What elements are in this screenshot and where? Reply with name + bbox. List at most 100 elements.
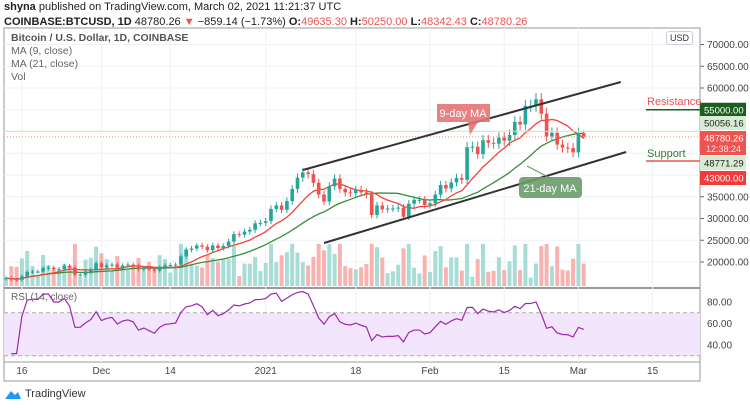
volume-bar [226,259,231,286]
candle-body [449,182,453,189]
countdown-label: 12:38:24 [706,144,741,154]
x-tick-label: Dec [93,366,111,377]
candle-body [189,248,194,250]
candle-body [67,265,72,268]
volume-bar [163,259,167,286]
x-tick-label: 18 [350,366,362,377]
x-tick-label: Mar [570,366,588,377]
volume-bar [4,277,8,286]
volume-bar [528,277,533,286]
c-label: C: [469,16,482,28]
volume-bar [343,266,348,286]
price-label: 48780.26 [704,134,744,145]
candle-body [523,105,528,125]
candle-body [253,223,257,230]
candle-body [497,137,501,144]
volume-bar [194,265,199,286]
volume-bar [571,258,576,286]
candle-body [401,207,406,217]
x-tick-label: Feb [421,366,439,377]
ma21-callout [519,177,582,198]
rsi-line [11,290,584,355]
candle-body [99,263,104,268]
x-tick-label: 2021 [255,366,278,377]
volume-bar [401,248,406,286]
candle-body [152,269,157,271]
volume-bar [428,272,432,286]
candle-body [566,147,570,149]
candle-body [89,269,93,273]
volume-bar [284,252,289,286]
candle-body [25,272,29,277]
candle-body [41,268,45,272]
price-label: 48771.29 [704,159,744,170]
down-arrow-icon: ▼ [183,16,195,28]
volume-bar [279,255,284,286]
candle-body [184,249,188,257]
legend-ma9: MA (9, close) [11,45,73,57]
tradingview-logo[interactable]: TradingView [4,388,86,400]
price-label: 43000.00 [704,174,744,185]
candle-body [14,279,19,281]
candle-body [248,229,252,232]
volume-bar [496,257,501,286]
candle-body [136,265,141,270]
publish-info: shyna published on TradingView.com, Marc… [4,1,341,13]
price-label-bg [700,171,746,185]
candle-body [51,267,56,269]
volume-bar [565,270,570,286]
ma21-line [5,132,584,280]
volume-bar [311,256,316,286]
volume-bar [136,257,141,286]
candle-body [131,264,135,266]
symbol: COINBASE:BTCUSD, 1D [4,16,132,28]
volume-bar [560,269,565,286]
candle-body [9,278,14,280]
volume-bar [375,247,379,286]
candle-body [274,205,279,209]
candle-body [396,207,400,209]
candle-body [555,132,559,145]
candle-body [465,147,469,180]
price-label: 55000.00 [704,105,744,116]
rsi-tick-label: 40.00 [707,341,732,352]
open: 49635.30 [301,16,347,28]
currency-badge[interactable]: USD [666,31,694,45]
candle-body [163,265,167,268]
close: 48780.26 [481,16,528,28]
candle-body [316,182,321,195]
high: 50250.00 [361,16,408,28]
candle-body [560,144,565,148]
candle-body [332,178,337,187]
x-tick-label: 15 [499,366,511,377]
candle-body [544,113,549,137]
candle-body [306,172,310,175]
candle-body [301,172,305,178]
candle-body [110,264,114,266]
volume-bar [269,244,273,286]
candle-body [343,188,347,193]
volume-bar [322,250,326,286]
ohlc-bar: COINBASE:BTCUSD, 1D 48780.26 ▼ −859.14 (… [4,16,527,28]
candle-body [4,278,8,280]
candle-body [354,189,358,194]
volume-bar [247,263,252,286]
candle-body [242,231,247,235]
volume-bar [189,264,194,286]
candle-body [237,234,241,236]
volume-bar [200,267,205,286]
volume-bar [518,270,523,286]
candle-body [168,265,173,267]
candle-body [94,263,98,270]
candle-body [412,199,416,204]
candle-body [576,133,581,153]
volume-bar [417,273,422,286]
volume-bar [115,256,120,286]
change: −859.14 (−1.73%) [197,16,286,28]
x-tick-label: 14 [165,366,177,377]
volume-bar [263,263,268,286]
volume-bar [348,268,353,286]
candle-body [407,203,411,217]
publisher: shyna [4,1,36,13]
